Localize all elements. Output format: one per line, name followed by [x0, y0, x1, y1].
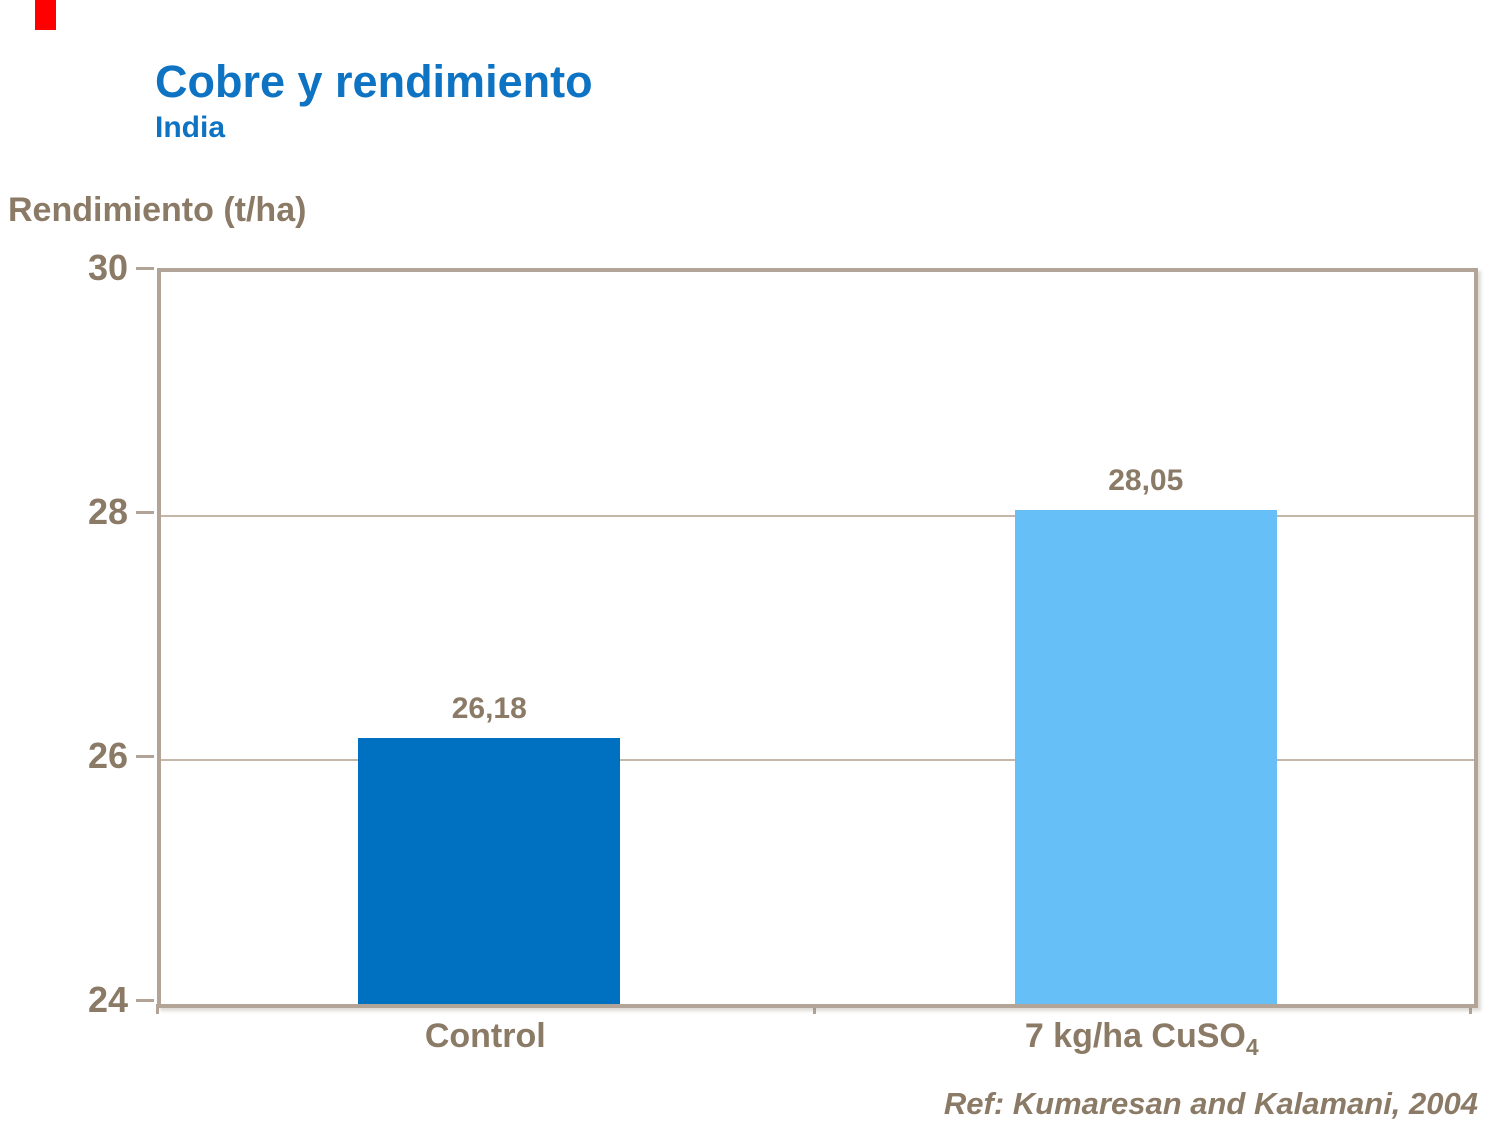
y-tick-mark — [136, 511, 154, 514]
y-tick-mark — [136, 267, 154, 270]
gridline — [161, 759, 1474, 761]
slide-accent-bar — [35, 0, 56, 30]
bar-value-label: 28,05 — [1108, 463, 1184, 497]
x-category-label: Control — [424, 1017, 546, 1055]
y-tick-mark — [136, 999, 154, 1002]
y-tick-label: 30 — [87, 247, 128, 288]
bar-control — [358, 738, 621, 1004]
x-category-label: 7 kg/ha CuSO4 — [1024, 1017, 1259, 1060]
x-axis-labels: Control 7 kg/ha CuSO4 — [0, 1016, 1500, 1076]
chart-subtitle: India — [155, 111, 226, 144]
bar-7-kg-ha-cuso4 — [1014, 509, 1277, 1004]
bar-value-label: 26,18 — [451, 692, 527, 726]
y-tick-label: 28 — [87, 491, 128, 532]
y-axis-title: Rendimiento (t/ha) — [8, 191, 307, 229]
plot-area: 26,18 28,05 — [157, 268, 1478, 1008]
y-tick-mark — [136, 755, 154, 758]
reference-citation: Ref: Kumaresan and Kalamani, 2004 — [943, 1086, 1478, 1121]
y-tick-label: 24 — [87, 979, 128, 1020]
gridline — [161, 515, 1474, 517]
y-tick-label: 26 — [87, 735, 128, 776]
chart-title: Cobre y rendimiento — [155, 56, 593, 107]
